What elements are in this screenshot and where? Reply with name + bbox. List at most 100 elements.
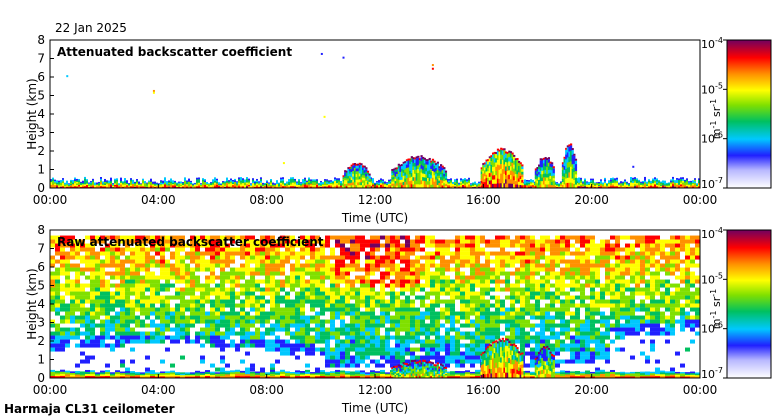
backscatter-cell xyxy=(480,180,483,184)
backscatter-cell xyxy=(130,235,135,240)
backscatter-cell xyxy=(382,185,384,188)
backscatter-cell xyxy=(240,327,245,332)
backscatter-cell xyxy=(400,323,405,328)
backscatter-cell xyxy=(460,183,462,186)
backscatter-cell xyxy=(220,243,225,248)
backscatter-cell xyxy=(330,355,335,360)
backscatter-cell xyxy=(75,319,80,324)
backscatter-cell xyxy=(573,171,576,177)
backscatter-cell xyxy=(355,370,360,373)
backscatter-cell xyxy=(65,243,70,248)
backscatter-cell xyxy=(62,179,64,182)
backscatter-cell xyxy=(80,283,85,288)
backscatter-cell xyxy=(220,343,225,348)
backscatter-cell xyxy=(215,339,220,344)
backscatter-cell xyxy=(50,183,52,186)
backscatter-cell xyxy=(225,251,230,256)
backscatter-cell xyxy=(190,243,195,248)
backscatter-cell xyxy=(570,177,573,184)
backscatter-cell xyxy=(626,181,628,184)
backscatter-cell xyxy=(676,184,678,187)
backscatter-cell xyxy=(205,374,210,377)
backscatter-cell xyxy=(526,183,528,186)
backscatter-cell xyxy=(554,184,556,187)
backscatter-cell xyxy=(162,183,164,185)
backscatter-cell xyxy=(440,182,443,186)
backscatter-cell xyxy=(185,267,190,272)
backscatter-cell xyxy=(50,243,55,248)
backscatter-cell xyxy=(165,315,170,320)
backscatter-cell xyxy=(155,335,160,340)
backscatter-cell xyxy=(340,363,345,368)
backscatter-cell xyxy=(55,287,60,292)
backscatter-cell xyxy=(150,283,155,288)
backscatter-cell xyxy=(384,184,386,187)
x-axis-label: Time (UTC) xyxy=(341,211,408,225)
backscatter-cell xyxy=(672,182,674,185)
backscatter-cell xyxy=(105,307,110,312)
backscatter-cell xyxy=(110,376,115,378)
backscatter-cell xyxy=(425,184,428,188)
backscatter-cell xyxy=(690,185,692,188)
backscatter-cell xyxy=(200,359,205,364)
backscatter-cell xyxy=(320,243,325,248)
backscatter-cell xyxy=(245,372,250,375)
backscatter-cell xyxy=(334,179,336,182)
backscatter-cell xyxy=(115,335,120,340)
backscatter-cell xyxy=(325,373,330,376)
backscatter-cell xyxy=(140,184,142,186)
backscatter-cell xyxy=(407,181,410,186)
backscatter-cell xyxy=(278,183,280,185)
backscatter-cell xyxy=(152,91,155,94)
backscatter-cell xyxy=(196,179,198,182)
backscatter-cell xyxy=(295,376,300,378)
backscatter-cell xyxy=(325,359,330,364)
backscatter-cell xyxy=(352,176,355,180)
backscatter-cell xyxy=(500,159,503,165)
backscatter-cell xyxy=(190,182,192,184)
backscatter-cell xyxy=(666,183,668,186)
backscatter-cell xyxy=(240,319,245,324)
backscatter-cell xyxy=(574,160,578,165)
backscatter-cell xyxy=(554,182,556,185)
backscatter-cell xyxy=(500,178,503,184)
backscatter-cell xyxy=(285,307,290,312)
backscatter-cell xyxy=(200,371,205,374)
backscatter-cell xyxy=(100,263,105,268)
backscatter-cell xyxy=(54,183,56,186)
backscatter-cell xyxy=(94,183,96,185)
backscatter-cell xyxy=(353,179,357,183)
backscatter-cell xyxy=(175,373,180,376)
backscatter-cell xyxy=(162,186,164,188)
backscatter-cell xyxy=(395,295,400,300)
backscatter-cell xyxy=(140,251,145,256)
backscatter-cell xyxy=(320,291,325,296)
backscatter-cell xyxy=(436,161,439,164)
backscatter-cell xyxy=(290,186,292,188)
backscatter-cell xyxy=(304,179,306,182)
backscatter-cell xyxy=(164,179,166,182)
backscatter-cell xyxy=(390,283,395,288)
backscatter-cell xyxy=(375,303,380,308)
backscatter-cell xyxy=(350,359,355,364)
backscatter-cell xyxy=(443,176,446,180)
backscatter-cell xyxy=(483,164,487,168)
backscatter-cell xyxy=(551,167,554,171)
backscatter-cell xyxy=(436,172,439,177)
backscatter-cell xyxy=(518,169,521,173)
backscatter-cell xyxy=(298,186,300,188)
backscatter-cell xyxy=(433,181,436,186)
backscatter-cell xyxy=(395,311,400,316)
backscatter-cell xyxy=(246,184,248,187)
backscatter-cell xyxy=(417,157,420,163)
backscatter-cell xyxy=(80,299,85,304)
backscatter-cell xyxy=(255,259,260,264)
backscatter-cell xyxy=(470,183,472,185)
backscatter-cell xyxy=(392,179,396,182)
backscatter-cell xyxy=(270,307,275,312)
backscatter-cell xyxy=(155,372,160,375)
backscatter-cell xyxy=(330,291,335,296)
backscatter-cell xyxy=(105,235,110,240)
backscatter-cell xyxy=(114,184,116,187)
backscatter-cell xyxy=(128,186,130,188)
